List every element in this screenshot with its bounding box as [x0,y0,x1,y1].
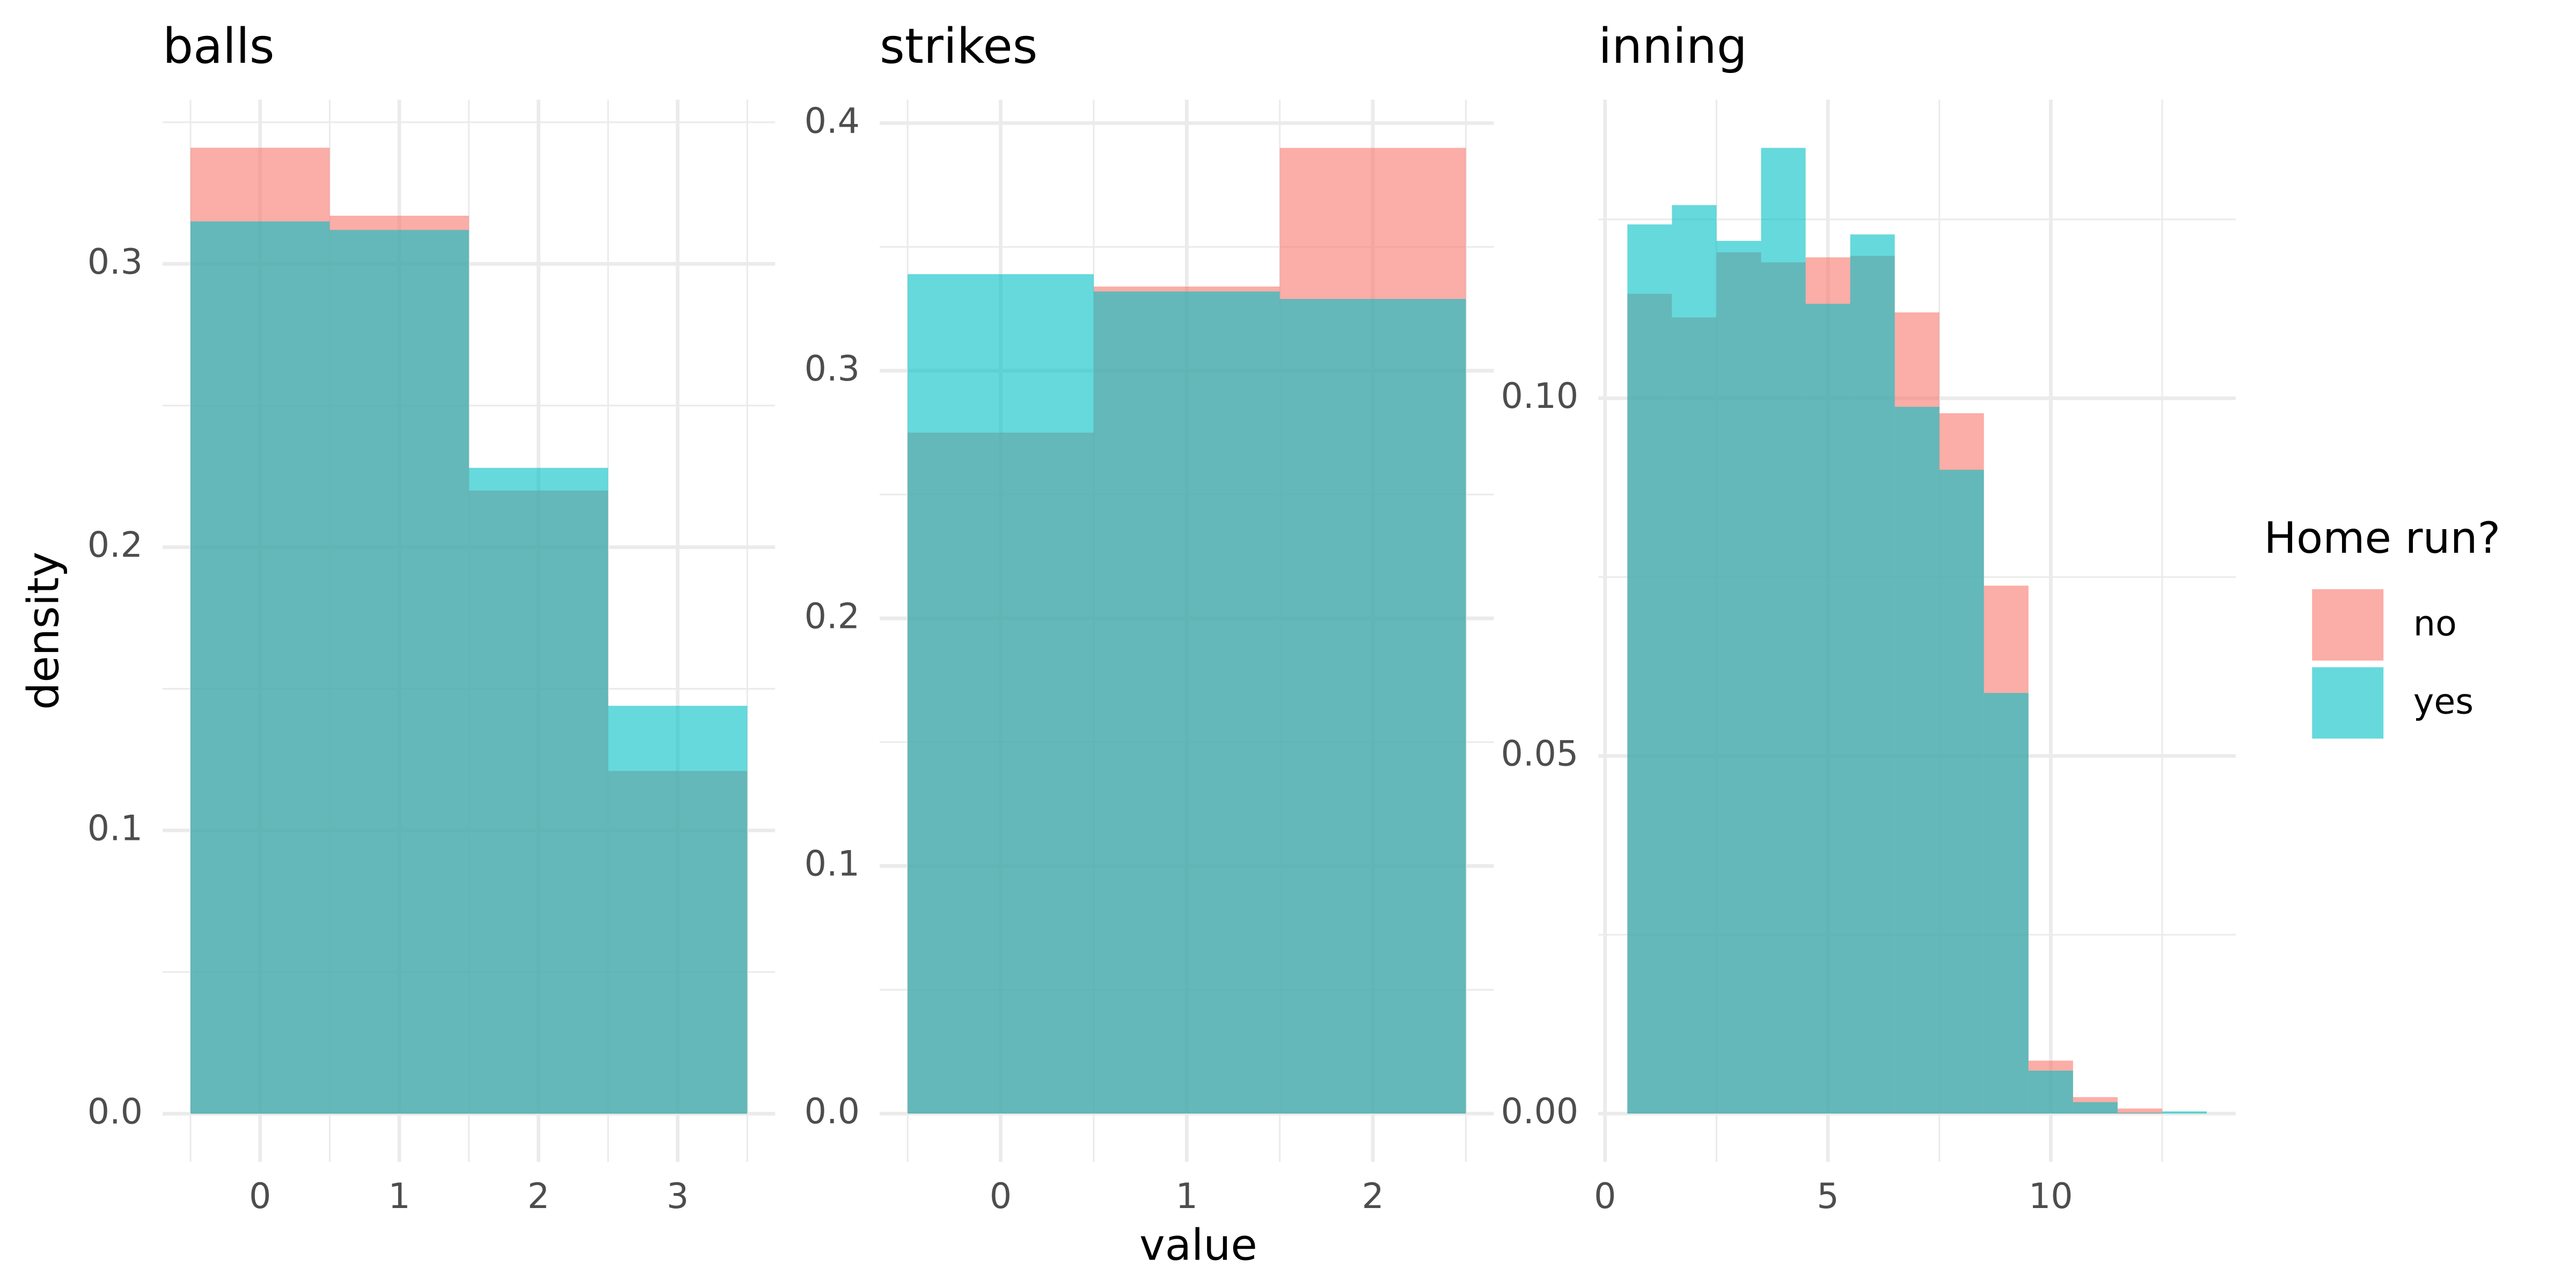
x-tick-label: 2 [1362,1176,1384,1217]
x-tick-label: 2 [528,1176,550,1217]
legend-swatch [2312,589,2384,661]
histogram-bar [2028,1071,2073,1114]
y-tick-label: 0.00 [1501,1092,1579,1132]
y-tick-label: 0.2 [804,596,860,636]
x-tick-label: 1 [1176,1176,1198,1217]
facet-title: inning [1598,19,1747,75]
legend-label: yes [2413,682,2473,722]
histogram-bar [1805,304,1850,1114]
legend-label: no [2413,604,2457,644]
y-tick-label: 0.3 [87,242,143,282]
histogram-bar [1939,470,1984,1114]
y-tick-label: 0.0 [87,1092,143,1132]
histogram-bar [1850,234,1895,1114]
histogram-bar [608,706,748,1114]
histogram-bar [1761,148,1806,1114]
legend-title: Home run? [2264,513,2501,563]
y-tick-label: 0.1 [87,808,143,848]
histogram-bar [1716,240,1761,1114]
histogram-bar [1279,298,1466,1114]
y-tick-label: 0.05 [1501,734,1579,774]
x-axis-label: value [1139,1220,1257,1270]
histogram-bar [330,230,469,1114]
x-tick-label: 0 [249,1176,271,1217]
x-tick-label: 10 [2029,1176,2073,1217]
facet-title: strikes [880,19,1037,75]
y-tick-label: 0.0 [804,1092,860,1132]
x-tick-label: 1 [388,1176,410,1217]
x-tick-label: 0 [990,1176,1012,1217]
histogram-bar [190,221,330,1114]
histogram-bar [1984,693,2029,1114]
y-tick-label: 0.10 [1501,376,1579,416]
legend-swatch [2312,667,2384,739]
histogram-bar [1894,407,1940,1114]
histogram-bar [1093,291,1280,1114]
y-tick-label: 0.4 [804,101,860,141]
x-tick-label: 5 [1817,1176,1839,1217]
histogram-bar [2117,1113,2162,1114]
histogram-bar [1627,224,1672,1114]
histogram-bar [2073,1102,2118,1114]
histogram-bar [1672,205,1717,1114]
histogram-bar [908,274,1094,1114]
y-tick-label: 0.1 [804,844,860,884]
facet-title: balls [163,19,274,75]
y-tick-label: 0.3 [804,349,860,389]
histogram-bar [469,467,609,1114]
y-tick-label: 0.2 [87,525,143,566]
y-axis-label: density [18,552,69,710]
histogram-bar [2117,1108,2162,1114]
x-tick-label: 3 [667,1176,689,1217]
x-tick-label: 0 [1594,1176,1616,1217]
histogram-bar [2162,1111,2207,1114]
